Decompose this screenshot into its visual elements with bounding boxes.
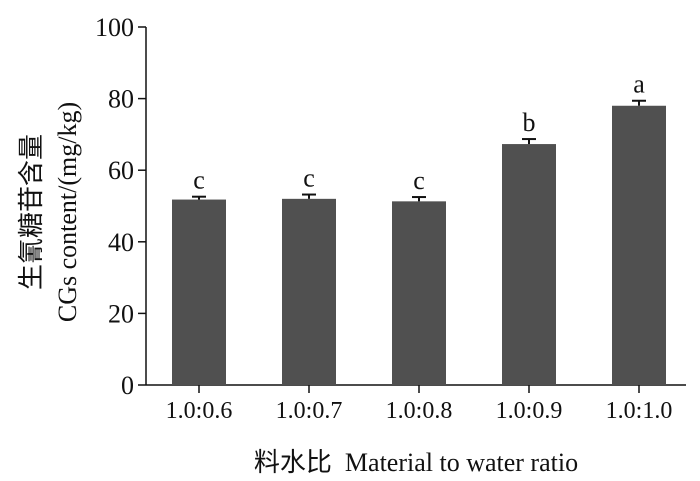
- y-tick-label: 20: [108, 299, 134, 328]
- significance-label: c: [193, 166, 205, 195]
- bar: [612, 105, 666, 385]
- x-axis-label: 料水比 Material to water ratio: [254, 448, 578, 477]
- significance-label: c: [413, 166, 425, 195]
- y-ticks: 0 20 40 60 80 100: [95, 13, 146, 400]
- x-tick-label: 1.0:0.7: [276, 398, 343, 424]
- y-axis-label-cn: 生氰糖苷含量: [17, 134, 46, 290]
- x-tick-label: 1.0:0.8: [386, 398, 453, 424]
- significance-label: c: [303, 164, 315, 193]
- x-ticks: 1.0:0.6 1.0:0.7 1.0:0.8 1.0:0.9 1.0:1.0: [166, 385, 673, 424]
- bars: c c c b a: [172, 70, 666, 385]
- y-tick-label: 100: [95, 13, 134, 42]
- bar: [282, 198, 336, 385]
- bar: [172, 199, 226, 385]
- significance-label: a: [633, 70, 645, 99]
- significance-label: b: [523, 108, 536, 137]
- y-tick-label: 0: [121, 371, 134, 400]
- y-tick-label: 80: [108, 85, 134, 114]
- y-tick-label: 40: [108, 228, 134, 257]
- bar: [502, 144, 556, 385]
- x-tick-label: 1.0:1.0: [606, 398, 673, 424]
- x-tick-label: 1.0:0.6: [166, 398, 233, 424]
- y-axis-label-en: CGs content/(mg/kg): [53, 102, 82, 322]
- x-tick-label: 1.0:0.9: [496, 398, 563, 424]
- y-tick-label: 60: [108, 156, 134, 185]
- bar: [392, 201, 446, 385]
